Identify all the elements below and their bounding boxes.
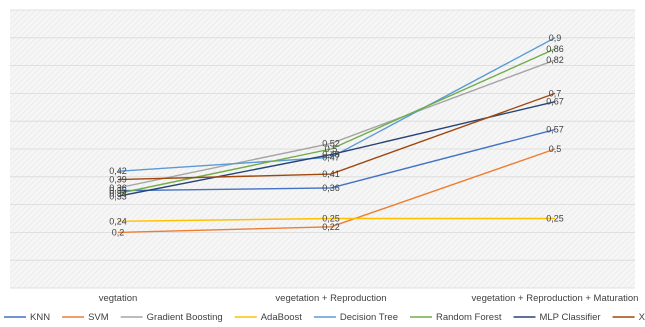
legend-label: Gradient Boosting [147,312,223,323]
data-label-gradient-boosting: 0,36 [109,183,127,193]
legend-item-knn: KNN [4,312,50,323]
legend-item-decision-tree: Decision Tree [313,312,398,323]
series-line-xgboost [117,92,556,181]
data-label-random-forest: 0,5 [325,144,338,154]
data-label-knn: 0,36 [322,183,340,193]
data-label-knn: 0,35 [109,186,127,196]
grid-lines [10,9,635,289]
data-label-adaboost: 0,25 [322,214,340,224]
legend-item-xgboost: Xgboost [612,312,645,323]
data-label-svm: 0,22 [322,222,340,232]
series-line-decision-tree [117,37,556,172]
data-label-adaboost: 0,25 [546,214,564,224]
data-label-svm: 0,5 [549,144,562,154]
data-label-random-forest: 0,86 [546,44,564,54]
legend-item-gradient-boosting: Gradient Boosting [120,312,223,323]
x-tick-label: vegetation + Reproduction + Maturation [472,293,639,304]
series-lines [117,37,556,234]
data-labels: 0,35 0,360,570,20,220,50,360,520,820,24 0,… [109,33,564,238]
x-tick-label: vegetation + Reproduction [275,293,386,304]
legend-item-adaboost: AdaBoost [234,312,303,323]
legend-label: Random Forest [436,312,502,323]
data-label-decision-tree: 0,47 [322,152,340,162]
legend-label: Decision Tree [340,312,398,323]
data-label-random-forest: 0,34 [109,188,127,198]
legend-item-svm: SVM [62,312,109,323]
data-label-mlp-classifier: 0,48 [322,150,340,160]
legend-label: SVM [88,312,109,323]
data-label-mlp-classifier: 0,67 [546,97,564,107]
series-line-gradient-boosting [117,59,556,189]
data-label-decision-tree: 0,42 [109,166,127,176]
data-label-knn: 0,57 [546,125,564,135]
x-tick-label: vegtation [99,293,138,304]
legend-label: Xgboost [639,312,645,323]
data-label-xgboost: 0,39 [109,175,127,185]
data-label-decision-tree: 0,9 [549,33,562,43]
series-line-svm [117,148,556,234]
data-label-adaboost: 0,24 [109,216,127,226]
legend-item-random-forest: Random Forest [410,312,502,323]
series-line-mlp-classifier [117,101,556,197]
series-line-knn [117,128,556,192]
series-line-random-forest [117,48,556,195]
data-label-gradient-boosting: 0,52 [322,138,340,148]
data-label-svm: 0,2 [112,227,125,237]
legend-label: KNN [30,312,50,323]
legend-label: AdaBoost [261,312,303,323]
data-label-gradient-boosting: 0,82 [546,55,564,65]
legend-item-mlp-classifier: MLP Classifier [513,312,601,323]
data-label-xgboost: 0,7 [549,88,562,98]
data-label-xgboost: 0,41 [322,169,340,179]
series-line-adaboost [117,217,555,222]
legend: KNN SVM Gradient Boosting AdaBoost Decision … [4,312,645,323]
legend-label: MLP Classifier [539,312,600,323]
x-axis-tick-labels: vegtation vegetation + Reproduction vegeta… [99,293,639,304]
data-label-mlp-classifier: 0,33 [109,191,127,201]
